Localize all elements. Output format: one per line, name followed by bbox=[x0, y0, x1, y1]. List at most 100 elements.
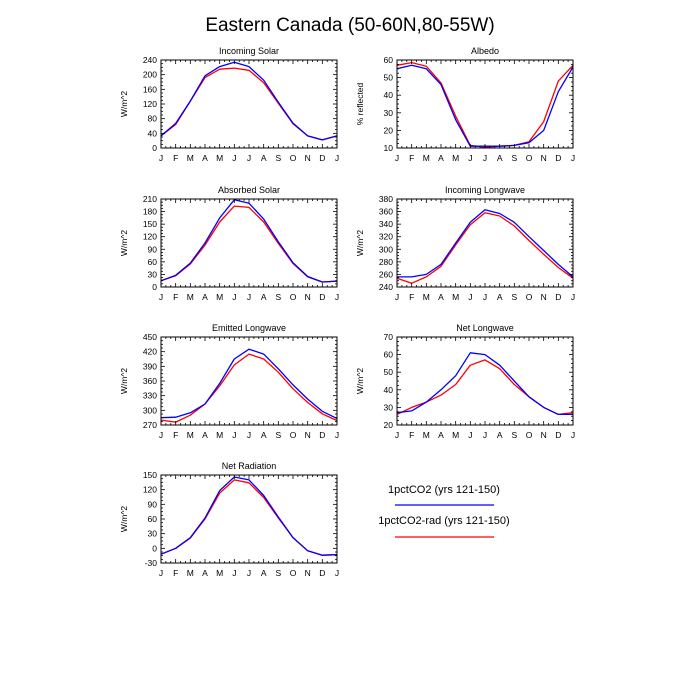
y-tick-label: 90 bbox=[148, 244, 158, 254]
legend-label-2: 1pctCO2-rad (yrs 121-150) bbox=[378, 515, 509, 527]
y-tick-label: 320 bbox=[379, 232, 393, 242]
x-tick-label: F bbox=[173, 292, 178, 302]
series-line-rad bbox=[396, 61, 574, 148]
y-tick-label: 340 bbox=[379, 219, 393, 229]
y-tick-label: 160 bbox=[143, 84, 157, 94]
x-tick-label: M bbox=[452, 153, 459, 163]
x-tick-label: O bbox=[526, 153, 533, 163]
plot-frame bbox=[396, 336, 574, 426]
panel-title: Albedo bbox=[471, 46, 499, 56]
x-tick-label: M bbox=[423, 430, 430, 440]
y-tick-label: 50 bbox=[384, 73, 394, 83]
x-tick-label: A bbox=[497, 430, 503, 440]
x-tick-label: J bbox=[335, 568, 339, 578]
panel-title: Absorbed Solar bbox=[218, 185, 280, 195]
x-tick-label: A bbox=[202, 153, 208, 163]
x-tick-label: J bbox=[395, 292, 399, 302]
x-tick-label: N bbox=[305, 153, 311, 163]
y-tick-label: 300 bbox=[379, 244, 393, 254]
x-tick-label: J bbox=[483, 430, 487, 440]
y-tick-label: 20 bbox=[384, 420, 394, 430]
y-axis-label: W/m^2 bbox=[355, 230, 365, 256]
y-tick-label: 60 bbox=[384, 55, 394, 65]
y-tick-label: 380 bbox=[379, 194, 393, 204]
x-tick-label: J bbox=[483, 292, 487, 302]
plot-frame bbox=[160, 474, 338, 564]
y-tick-label: 60 bbox=[148, 257, 158, 267]
x-tick-label: J bbox=[395, 153, 399, 163]
x-tick-label: A bbox=[261, 568, 267, 578]
y-tick-label: 210 bbox=[143, 194, 157, 204]
series-line-full bbox=[160, 61, 338, 141]
x-tick-label: D bbox=[555, 153, 561, 163]
series-line-rad bbox=[396, 359, 574, 416]
x-tick-label: J bbox=[335, 153, 339, 163]
y-tick-label: 240 bbox=[379, 282, 393, 292]
y-tick-label: 450 bbox=[143, 332, 157, 342]
x-tick-label: M bbox=[187, 568, 194, 578]
x-tick-label: N bbox=[541, 430, 547, 440]
x-tick-label: S bbox=[511, 153, 517, 163]
y-axis-label: W/m^2 bbox=[119, 91, 129, 117]
x-tick-label: F bbox=[409, 153, 414, 163]
y-tick-label: 120 bbox=[143, 99, 157, 109]
y-tick-label: 360 bbox=[379, 207, 393, 217]
y-axis-label: % reflected bbox=[355, 82, 365, 125]
x-tick-label: J bbox=[468, 430, 472, 440]
x-tick-label: J bbox=[159, 430, 163, 440]
x-tick-label: J bbox=[247, 568, 251, 578]
x-tick-label: D bbox=[319, 430, 325, 440]
x-tick-label: M bbox=[216, 292, 223, 302]
x-tick-label: M bbox=[216, 568, 223, 578]
y-tick-label: 280 bbox=[379, 257, 393, 267]
y-tick-label: 40 bbox=[384, 90, 394, 100]
panel-title: Net Longwave bbox=[456, 323, 514, 333]
x-tick-label: F bbox=[173, 430, 178, 440]
y-tick-label: 30 bbox=[384, 108, 394, 118]
x-tick-label: A bbox=[202, 292, 208, 302]
series-line-full bbox=[160, 348, 338, 420]
x-tick-label: S bbox=[511, 292, 517, 302]
y-tick-label: 30 bbox=[384, 402, 394, 412]
x-tick-label: J bbox=[483, 153, 487, 163]
x-tick-label: N bbox=[305, 568, 311, 578]
x-tick-label: M bbox=[452, 430, 459, 440]
x-tick-label: F bbox=[173, 568, 178, 578]
plot-frame bbox=[160, 336, 338, 426]
y-tick-label: 50 bbox=[384, 367, 394, 377]
y-tick-label: 60 bbox=[384, 350, 394, 360]
x-tick-label: M bbox=[216, 153, 223, 163]
panel-title: Incoming Longwave bbox=[445, 185, 525, 195]
x-tick-label: J bbox=[159, 292, 163, 302]
x-tick-label: O bbox=[290, 430, 297, 440]
y-tick-label: 20 bbox=[384, 125, 394, 135]
series-line-rad bbox=[160, 353, 338, 423]
x-tick-label: J bbox=[247, 292, 251, 302]
series-line-rad bbox=[396, 212, 574, 284]
y-tick-label: 300 bbox=[143, 405, 157, 415]
x-tick-label: J bbox=[468, 153, 472, 163]
series-line-full bbox=[396, 64, 574, 147]
x-tick-label: J bbox=[232, 430, 236, 440]
x-tick-label: A bbox=[497, 292, 503, 302]
y-tick-label: 40 bbox=[148, 128, 158, 138]
x-tick-label: O bbox=[526, 292, 533, 302]
x-tick-label: F bbox=[409, 430, 414, 440]
y-tick-label: 240 bbox=[143, 55, 157, 65]
x-tick-label: O bbox=[290, 568, 297, 578]
y-tick-label: 260 bbox=[379, 269, 393, 279]
plot-frame bbox=[160, 59, 338, 149]
plot-frame bbox=[160, 198, 338, 288]
series-line-full bbox=[160, 199, 338, 283]
legend: 1pctCO2 (yrs 121-150) 1pctCO2-rad (yrs 1… bbox=[378, 484, 510, 538]
y-tick-label: 270 bbox=[143, 420, 157, 430]
y-tick-label: 120 bbox=[143, 485, 157, 495]
y-tick-label: 30 bbox=[148, 269, 158, 279]
x-tick-label: S bbox=[275, 568, 281, 578]
figure-title: Eastern Canada (50-60N,80-55W) bbox=[205, 15, 494, 36]
x-tick-label: J bbox=[232, 153, 236, 163]
